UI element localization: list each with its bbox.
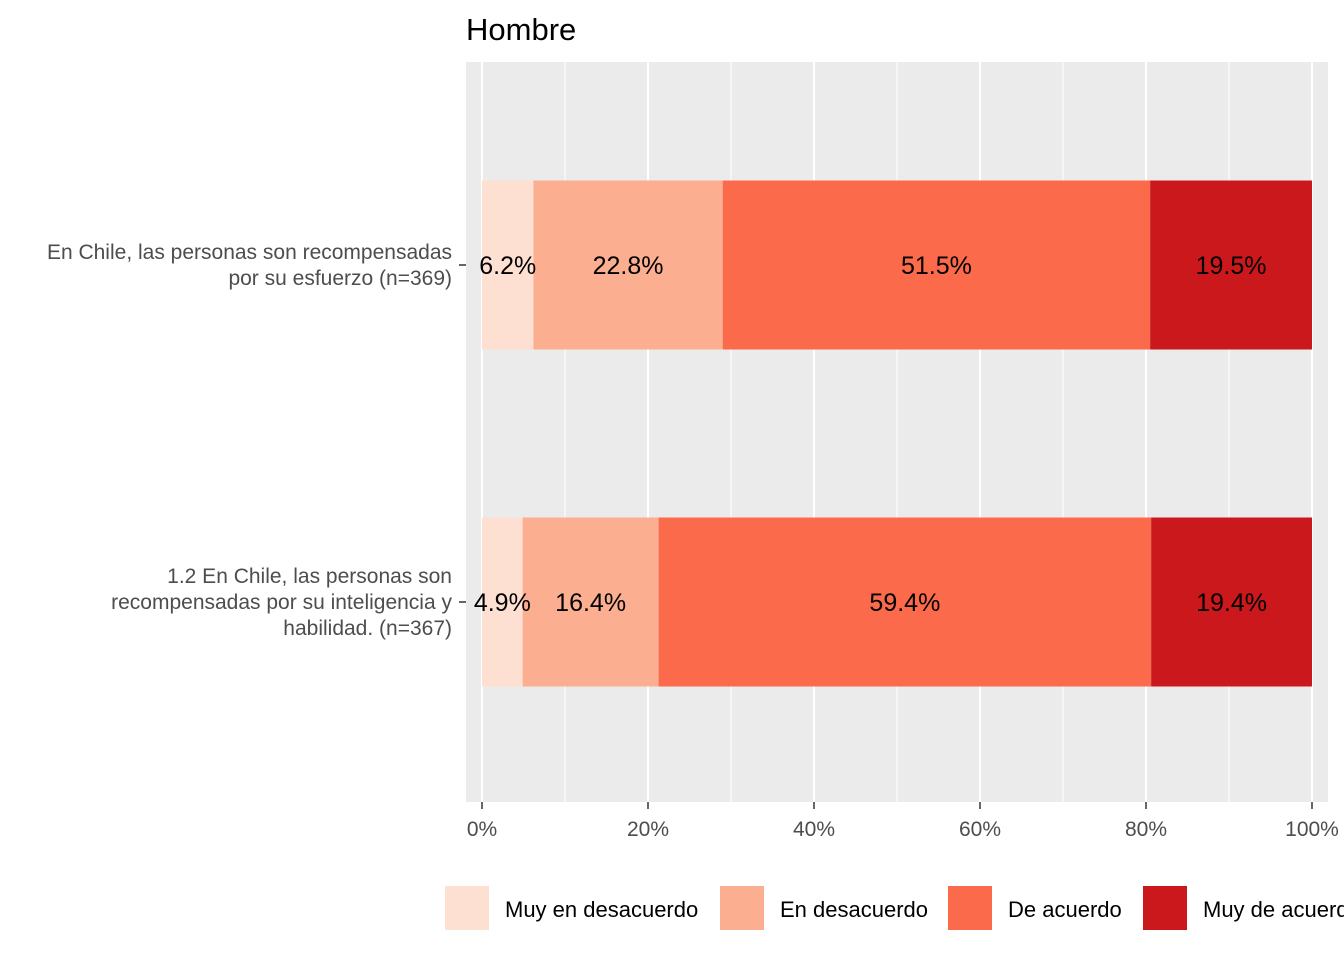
x-tick-label: 40% [793,818,835,841]
legend-label: En desacuerdo [780,897,928,922]
legend-label: De acuerdo [1008,897,1122,922]
bar-segment [482,180,534,350]
data-label: 6.2% [479,252,536,280]
x-tick-label: 100% [1285,818,1339,841]
bar-segment [522,517,659,687]
x-tick-label: 20% [627,818,669,841]
x-axis-ticks: 0% 20% 40% 60% 80% 100% [459,264,1339,841]
y-axis-category-labels: En Chile, las personas son recompensadas… [47,241,453,640]
data-label: 19.5% [1196,252,1267,280]
legend: Muy en desacuerdo En desacuerdo De acuerdo… [445,886,1344,930]
x-tick-label: 0% [467,818,497,841]
bar-segment [482,517,523,687]
bar-segment [533,180,723,350]
legend-swatch [1143,886,1187,930]
bar-segment [658,517,1152,687]
data-label: 19.4% [1196,589,1267,617]
bar-segment [722,180,1151,350]
bar-segment [1150,180,1312,350]
bar-segment [1151,517,1312,687]
x-tick-label: 80% [1125,818,1167,841]
legend-item: En desacuerdo [720,886,928,930]
x-tick-label: 60% [959,818,1001,841]
legend-item: Muy de acuerdo [1143,886,1344,930]
legend-swatch [948,886,992,930]
data-label: 22.8% [593,252,664,280]
legend-label: Muy de acuerdo [1203,897,1344,922]
bar-series [482,180,1312,687]
legend-swatch [445,886,489,930]
data-label: 51.5% [901,252,972,280]
data-label: 16.4% [555,589,626,617]
legend-label: Muy en desacuerdo [505,897,698,922]
data-label: 4.9% [474,589,531,617]
data-label: 59.4% [869,589,940,617]
data-labels: 6.2% 22.8% 51.5% 19.5% 4.9% 16.4% 59.4% 19.4% [474,252,1267,617]
legend-swatch [720,886,764,930]
chart-title: Hombre [466,12,576,47]
legend-item: De acuerdo [948,886,1122,930]
category-label: En Chile, las personas son recompensadas… [47,241,452,290]
category-label: 1.2 En Chile, las personas son recompensa… [111,565,452,640]
legend-item: Muy en desacuerdo [445,886,698,930]
